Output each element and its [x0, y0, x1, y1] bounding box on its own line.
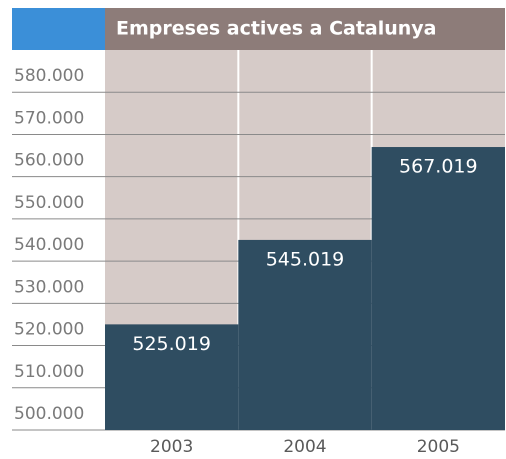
y-tick-label: 510.000: [14, 362, 84, 382]
value-label: 545.019: [266, 248, 345, 270]
value-label: 567.019: [399, 156, 478, 178]
x-tick-label: 2003: [150, 437, 193, 457]
y-tick-label: 520.000: [14, 320, 84, 340]
y-tick-label: 580.000: [14, 66, 84, 86]
y-tick-label: 500.000: [14, 404, 84, 424]
y-tick-label: 540.000: [14, 235, 84, 255]
value-label: 525.019: [132, 333, 211, 355]
y-tick-label: 560.000: [14, 151, 84, 171]
y-tick-label: 530.000: [14, 277, 84, 297]
y-tick-label: 570.000: [14, 108, 84, 128]
chart-title: Empreses actives a Catalunya: [116, 18, 437, 40]
bar: [238, 239, 372, 430]
x-tick-label: 2005: [417, 437, 460, 457]
y-tick-label: 550.000: [14, 193, 84, 213]
bar: [105, 324, 239, 430]
bar: [371, 147, 505, 430]
corner-block: [12, 8, 105, 50]
title-bar: [105, 8, 505, 50]
x-tick-label: 2004: [283, 437, 326, 457]
